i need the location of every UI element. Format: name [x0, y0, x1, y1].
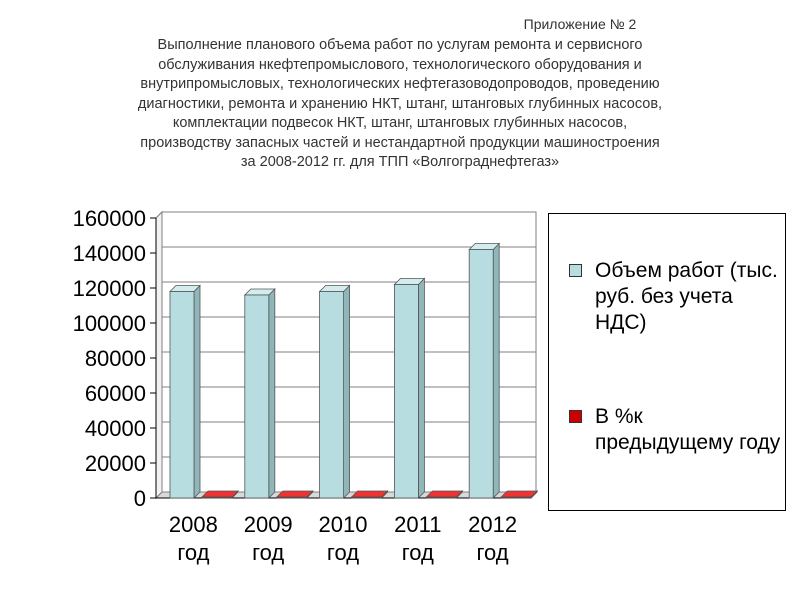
bar-percent-4-top [500, 490, 539, 498]
x-tick-label: год [327, 540, 359, 565]
x-tick-label: 2009 [244, 512, 293, 537]
bar-volume-0-side [193, 284, 201, 499]
bar-percent-3-front [425, 496, 457, 499]
y-tick-label: 80000 [85, 346, 146, 371]
bar-percent-4-front [500, 496, 532, 499]
x-tick-label: 2010 [319, 512, 368, 537]
bar-volume-0 [169, 284, 201, 499]
bar-volume-3 [393, 277, 426, 499]
legend-label-volume: Объем работ (тыс. руб. без учета НДС) [595, 259, 778, 334]
plot-left-wall [155, 210, 163, 500]
legend-label-percent: В %к предыдущему году [595, 405, 781, 454]
bar-percent-2-front [351, 496, 383, 499]
bar-volume-1 [243, 288, 276, 499]
bar-percent-0-top [201, 490, 239, 498]
bar-volume-2 [318, 284, 351, 499]
y-tick-label: 20000 [85, 451, 146, 476]
x-tick-label: год [177, 540, 209, 565]
chart-legend: Объем работ (тыс. руб. без учета НДС) В … [548, 213, 786, 511]
y-tick-label: 140000 [73, 241, 146, 266]
chart-title: Выполнение планового объема работ по усл… [137, 37, 663, 170]
bar-volume-4 [468, 242, 501, 499]
x-tick-label: 2012 [468, 512, 517, 537]
y-tick-label: 100000 [73, 311, 146, 336]
bars [169, 242, 539, 499]
bar-percent-4 [500, 490, 539, 499]
y-tick-label: 0 [134, 486, 146, 511]
bar-percent-3-top [425, 490, 464, 498]
bar-volume-4-side [492, 242, 500, 499]
bar-percent-0 [201, 490, 239, 499]
bar-volume-3-front [393, 284, 419, 499]
bar-volume-1-side [268, 288, 276, 499]
bar-percent-1-top [275, 490, 314, 498]
y-tick-label: 160000 [73, 206, 146, 231]
y-tick-label: 120000 [73, 276, 146, 301]
bar-volume-1-front [244, 294, 270, 499]
bar-percent-1 [275, 490, 314, 499]
bar-percent-2-top [350, 490, 389, 498]
tick-labels: 0 20000 40000 60000 80000 100000 120000 140000 1… [73, 206, 517, 565]
x-tick-label: год [477, 540, 509, 565]
y-tick-label: 60000 [85, 381, 146, 406]
bar-percent-3 [425, 490, 464, 499]
x-tick-label: год [252, 540, 284, 565]
bar-volume-2-side [343, 284, 351, 499]
bar-volume-2-front [319, 291, 345, 499]
bar-percent-1-front [276, 496, 308, 499]
bar-volume-3-side [417, 277, 425, 499]
bar-percent-0-front [201, 496, 233, 499]
x-tick-label: 2008 [169, 512, 218, 537]
appendix-label: Приложение № 2 [523, 16, 637, 32]
x-tick-label: год [402, 540, 434, 565]
y-tick-label: 40000 [85, 416, 146, 441]
bar-volume-4-front [468, 249, 494, 499]
bar-volume-0-front [169, 291, 195, 499]
legend-swatch-percent [569, 410, 582, 423]
bar-percent-2 [350, 490, 389, 499]
x-tick-label: 2011 [394, 512, 441, 537]
legend-swatch-volume [569, 264, 582, 277]
